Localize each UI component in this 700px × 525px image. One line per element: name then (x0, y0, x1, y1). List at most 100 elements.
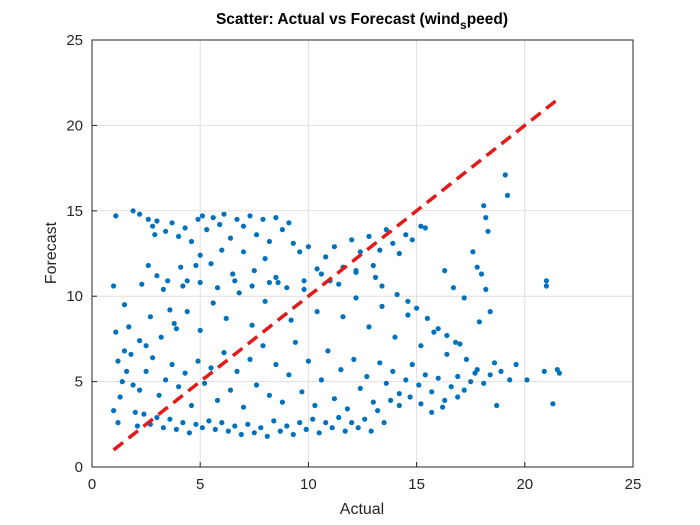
scatter-point (416, 382, 422, 388)
scatter-point (260, 343, 266, 349)
scatter-point (418, 343, 424, 349)
scatter-point (507, 377, 513, 383)
scatter-point (115, 358, 121, 364)
scatter-point (487, 309, 493, 315)
scatter-point (141, 411, 147, 417)
scatter-point (286, 372, 292, 378)
scatter-point (444, 351, 450, 357)
scatter-point (396, 402, 402, 409)
scatter-point (288, 317, 294, 323)
scatter-point (543, 283, 550, 289)
scatter-point (370, 262, 376, 269)
scatter-point (388, 397, 394, 403)
scatter-point (422, 225, 428, 231)
scatter-point (176, 233, 182, 239)
scatter-point (453, 339, 459, 345)
scatter-point (260, 216, 266, 222)
scatter-point (121, 302, 128, 308)
scatter-point (266, 392, 272, 398)
scatter-point (349, 420, 355, 426)
scatter-point (305, 358, 311, 364)
scatter-point (279, 227, 285, 233)
scatter-point (128, 351, 134, 357)
scatter-point (266, 279, 272, 286)
scatter-point (279, 399, 285, 405)
scatter-point (429, 389, 435, 395)
scatter-point (137, 387, 143, 393)
x-tick-label: 0 (88, 476, 96, 493)
scatter-point (240, 249, 247, 255)
scatter-point (156, 392, 162, 398)
scatter-point (208, 365, 214, 371)
scatter-point (357, 385, 363, 391)
scatter-point (409, 361, 415, 368)
scatter-point (312, 402, 318, 409)
scatter-point (377, 247, 383, 253)
x-tick-label: 25 (625, 476, 642, 493)
scatter-point (284, 285, 290, 291)
scatter-point (182, 225, 188, 231)
scatter-point (130, 208, 136, 214)
plot-frame (91, 39, 634, 468)
scatter-point (240, 404, 247, 410)
scatter-point (134, 423, 140, 429)
scatter-point (491, 360, 498, 366)
scatter-point (353, 268, 359, 274)
scatter-point (115, 420, 121, 426)
scatter-point (316, 430, 322, 436)
scatter-point (448, 384, 454, 390)
scatter-point (214, 397, 221, 403)
scatter-point (329, 425, 335, 431)
scatter-point (407, 394, 413, 400)
x-tick-label: 15 (408, 476, 425, 493)
scatter-point (193, 421, 199, 427)
scatter-point (154, 218, 160, 224)
scatter-point (336, 281, 342, 287)
scatter-point (303, 426, 309, 432)
scatter-point (137, 338, 143, 344)
scatter-point (251, 430, 257, 436)
x-tick-label: 5 (196, 476, 204, 493)
scatter-point (468, 379, 474, 385)
scatter-point (253, 232, 260, 238)
chart-title-main: Scatter: Actual vs Forecast (wind (216, 11, 460, 28)
scatter-point (180, 420, 186, 426)
scatter-point (323, 254, 329, 260)
scatter-point (124, 368, 130, 374)
scatter-point (442, 268, 448, 274)
scatter-point (461, 387, 467, 393)
chart-title-subscript: s (460, 18, 467, 32)
scatter-point (494, 402, 500, 409)
scatter-point (481, 380, 487, 386)
scatter-point (355, 425, 361, 431)
scatter-point (483, 215, 489, 221)
scatter-point (160, 425, 166, 431)
scatter-point (154, 414, 160, 421)
scatter-point (186, 430, 192, 436)
scatter-point (219, 247, 225, 253)
scatter-point (474, 264, 480, 270)
scatter-point (249, 322, 255, 328)
y-tick-label: 5 (75, 374, 83, 391)
scatter-point (483, 286, 489, 292)
scatter-point (390, 368, 396, 374)
scatter-point (383, 227, 389, 233)
scatter-point (442, 397, 448, 403)
scatter-point (487, 372, 493, 378)
scatter-point (344, 406, 350, 412)
scatter-point (409, 237, 415, 243)
chart-title-end: peed) (467, 11, 508, 28)
scatter-point (111, 408, 117, 414)
scatter-point (197, 327, 203, 333)
scatter-point (158, 334, 164, 340)
scatter-point (414, 305, 420, 311)
scatter-point (262, 298, 268, 304)
scatter-point (435, 326, 441, 332)
scatter-point (251, 268, 257, 274)
scatter-point (273, 274, 279, 280)
scatter-point (435, 375, 441, 381)
scatter-points (111, 172, 563, 439)
scatter-point (258, 425, 264, 431)
scatter-point (113, 213, 119, 219)
